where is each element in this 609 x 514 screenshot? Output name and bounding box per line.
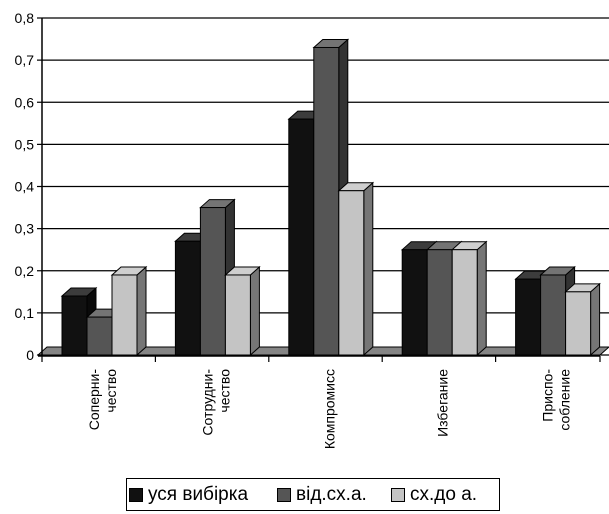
bar-front [401,249,428,356]
y-tick-label: 0,4 [15,179,35,195]
legend-item: від.сх.а. [277,479,367,510]
bar-front [451,249,478,356]
bar [337,181,375,357]
bar-front [111,274,138,356]
legend-label: уся вибірка [148,484,249,505]
x-tick-label-line: Компромисс [321,369,337,449]
bar-side [249,265,260,357]
x-tick-label: Приспо-собление [540,369,573,431]
bar-front [61,295,88,356]
legend-swatch [129,487,143,502]
y-tick-label: 0 [26,347,34,363]
bar-front [199,207,226,356]
x-tick-label-line: Избегание [435,369,451,437]
bar [224,265,261,357]
bar-front [86,316,113,356]
x-tick-label: Избегание [435,369,451,437]
bar-front [288,118,315,356]
y-tick-label: 0,2 [15,263,35,279]
bars [60,38,601,357]
x-tick-label-line: собление [557,369,573,431]
bar-front [540,274,567,356]
legend-item: уся вибірка [129,479,248,510]
x-tick-label-line: чество [103,369,119,413]
y-tick-label: 0,3 [15,221,35,237]
y-tick-label: 0,1 [15,305,35,321]
bar [450,240,488,357]
x-tick-label: Соперни-чество [86,369,119,431]
y-tick-label: 0,5 [15,136,35,152]
bar-front [338,190,365,356]
y-tick-label: 0,6 [15,94,35,110]
x-tick-label: Сотрудни-чество [199,369,232,436]
x-tick-label: Компромисс [321,369,337,449]
bar-front [174,240,201,356]
bar [564,282,601,357]
x-tick-label-line: чество [216,369,232,413]
bar-side [476,240,487,357]
x-tick-label-line: Сотрудни- [199,369,215,436]
bar-side [590,282,601,357]
legend-item: сх.до а. [391,479,477,510]
bar-front [515,278,542,356]
bar-front [224,274,251,356]
bar-side [363,181,374,357]
bar [110,265,148,357]
bar-side [136,265,147,357]
legend-swatch [391,487,405,502]
bar-front [426,249,453,356]
x-tick-label-line: Приспо- [540,369,556,422]
legend-label: сх.до а. [410,484,478,505]
legend-label: від.сх.а. [296,484,367,505]
chart-legend: уся вибірка від.сх.а. сх.до а. [126,478,500,511]
x-tick-label-line: Соперни- [86,369,102,431]
bar-front [313,46,340,356]
legend-swatch [277,487,291,502]
bar-front [565,291,592,356]
bar [539,265,576,357]
y-tick-label: 0,8 [15,10,35,26]
y-tick-label: 0,7 [15,52,35,68]
